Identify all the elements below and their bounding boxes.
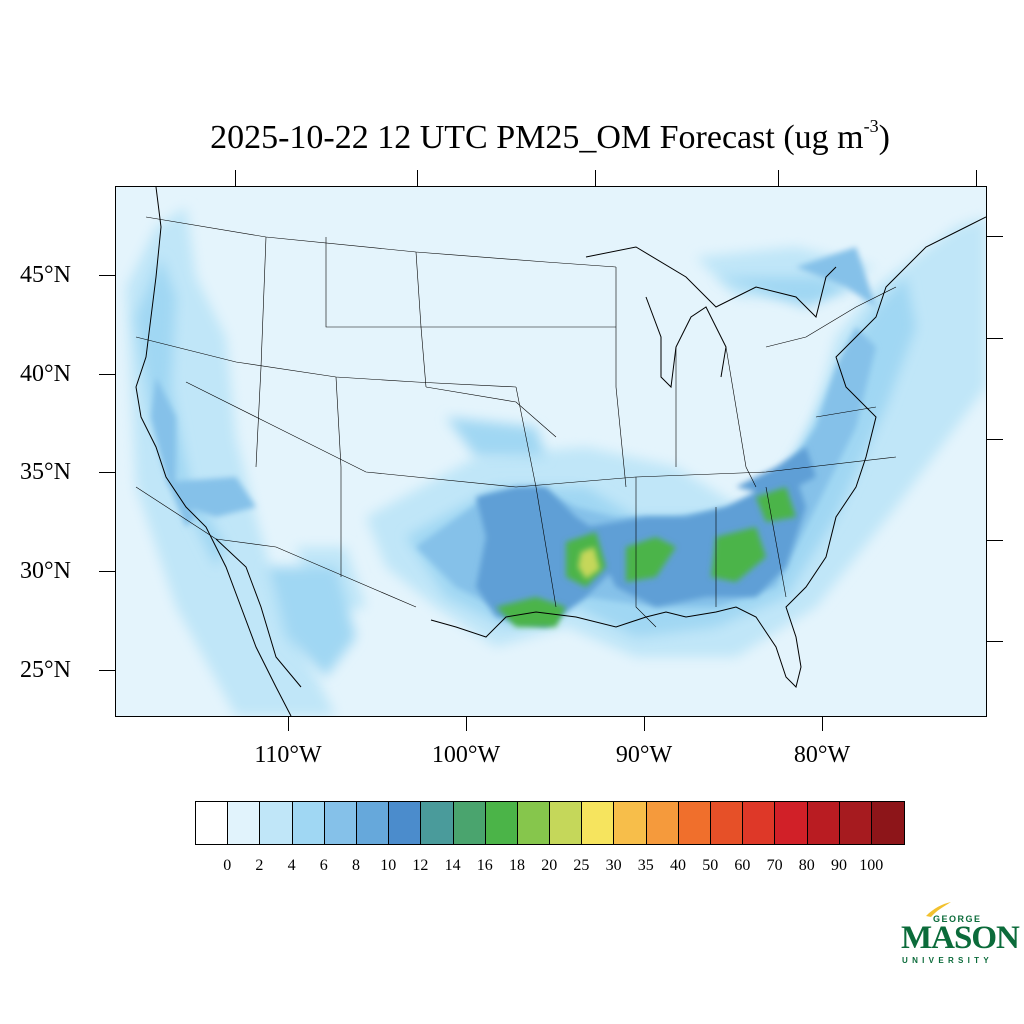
colorbar-swatch	[871, 802, 905, 844]
lon-label-90w: 90°W	[615, 742, 673, 768]
george-mason-logo: GEORGE MASON UNIVERSITY	[896, 898, 1020, 968]
colorbar-swatch	[678, 802, 711, 844]
left-tick	[99, 275, 115, 276]
colorbar-label: 4	[287, 857, 296, 874]
left-tick	[99, 670, 115, 671]
top-tick	[417, 170, 418, 186]
colorbar-label: 2	[255, 857, 264, 874]
colorbar-label: 10	[380, 857, 397, 874]
colorbar-label: 20	[541, 857, 558, 874]
pm25-concentration-map	[126, 187, 986, 716]
colorbar-label: 40	[670, 857, 686, 874]
colorbar-label: 35	[637, 857, 654, 874]
right-tick	[987, 540, 1003, 541]
colorbar-label: 8	[352, 857, 360, 874]
concentration-level-20-25	[578, 547, 600, 579]
lon-label-110w: 110°W	[254, 742, 322, 768]
logo-line-george: GEORGE	[933, 914, 982, 924]
top-tick	[976, 170, 977, 186]
colorbar-swatch	[389, 802, 422, 844]
colorbar-label: 70	[766, 857, 783, 874]
colorbar-swatch	[196, 802, 229, 844]
logo-line-university: UNIVERSITY	[902, 956, 994, 965]
lat-label-25n: 25°N	[20, 657, 71, 683]
colorbar-swatch	[614, 802, 647, 844]
lat-label-30n: 30°N	[20, 558, 71, 584]
colorbar-label: 6	[319, 857, 328, 874]
colorbar-label: 0	[223, 857, 232, 874]
colorbar	[195, 801, 906, 845]
colorbar-swatch	[646, 802, 679, 844]
colorbar-label: 50	[702, 857, 719, 874]
top-tick	[778, 170, 779, 186]
colorbar-swatch	[743, 802, 776, 844]
colorbar-label: 80	[798, 857, 815, 874]
colorbar-swatch	[485, 802, 518, 844]
colorbar-swatch	[228, 802, 261, 844]
bottom-tick	[288, 717, 289, 731]
colorbar-label: 12	[412, 857, 429, 874]
lon-label-80w: 80°W	[793, 742, 851, 768]
colorbar-label: 30	[605, 857, 622, 874]
colorbar-swatch	[807, 802, 840, 844]
state-borders	[135, 216, 897, 628]
colorbar-swatch	[517, 802, 551, 844]
colorbar-swatch	[582, 802, 615, 844]
lat-label-45n: 45°N	[20, 262, 71, 288]
right-tick	[987, 338, 1003, 339]
concentration-level-16-20	[496, 487, 796, 627]
colorbar-label: 100	[859, 857, 884, 874]
bottom-tick	[644, 717, 645, 731]
colorbar-label: 18	[509, 857, 525, 874]
right-tick	[987, 641, 1003, 642]
colorbar-label: 25	[573, 857, 590, 874]
concentration-level-8-12	[476, 447, 816, 627]
colorbar-swatch	[292, 802, 325, 844]
colorbar-swatch	[421, 802, 454, 844]
colorbar-label: 16	[476, 857, 493, 874]
colorbar-label: 14	[444, 857, 461, 874]
logo-line-mason: MASON	[901, 920, 1020, 956]
coastline	[135, 187, 986, 716]
logo-swoosh-icon	[926, 902, 951, 917]
right-tick	[987, 439, 1003, 440]
right-tick	[987, 236, 1003, 237]
colorbar-swatch	[356, 802, 390, 844]
colorbar-swatch	[550, 802, 583, 844]
lat-label-40n: 40°N	[20, 361, 71, 387]
top-tick	[235, 170, 236, 186]
colorbar-swatch	[324, 802, 357, 844]
colorbar-swatch	[711, 802, 744, 844]
forecast-map	[115, 186, 987, 717]
bottom-tick	[822, 717, 823, 731]
title-close: )	[878, 119, 890, 156]
left-tick	[99, 374, 115, 375]
colorbar-label: 90	[831, 857, 847, 874]
bottom-tick	[466, 717, 467, 731]
left-tick	[99, 472, 115, 473]
colorbar-label: 60	[734, 857, 751, 874]
top-tick	[595, 170, 596, 186]
colorbar-swatch	[453, 802, 486, 844]
left-tick	[99, 571, 115, 572]
page-title: 2025-10-22 12 UTC PM25_OM Forecast (ug m…	[0, 116, 1024, 157]
colorbar-swatch	[775, 802, 808, 844]
colorbar-swatch	[260, 802, 293, 844]
lat-label-35n: 35°N	[20, 459, 71, 485]
colorbar-swatch	[839, 802, 872, 844]
title-unit-exponent: -3	[863, 116, 879, 136]
title-text: 2025-10-22 12 UTC PM25_OM Forecast (ug m	[210, 119, 864, 156]
lon-label-100w: 100°W	[431, 742, 501, 768]
